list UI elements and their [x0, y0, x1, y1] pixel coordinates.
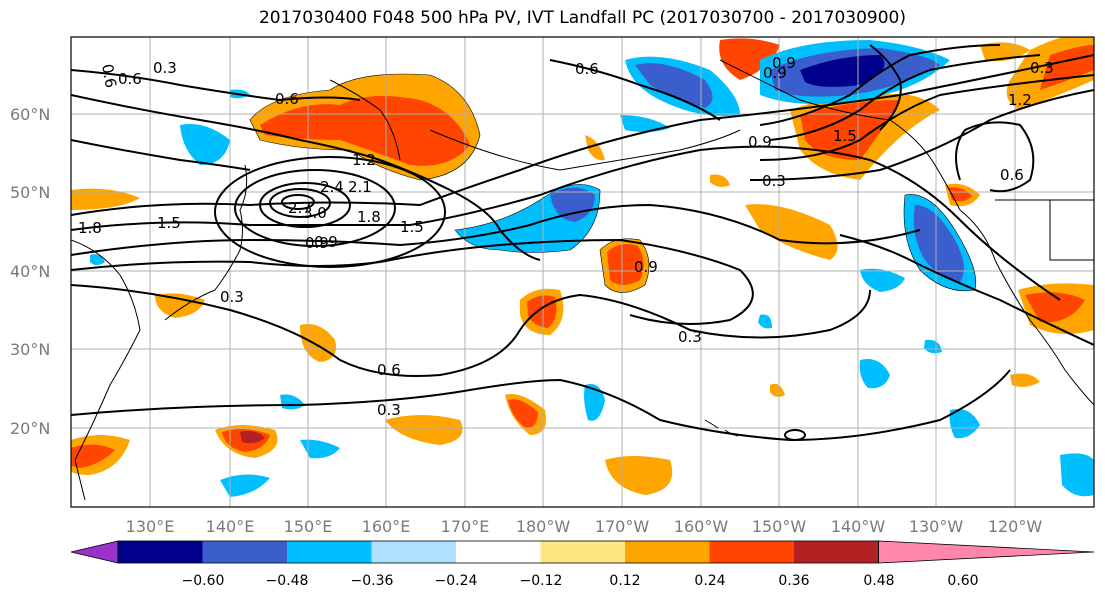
lon-label: 140°W [831, 517, 886, 536]
colorbar-segment [540, 541, 626, 563]
colorbar-segment [794, 541, 879, 563]
lon-label: 130°E [126, 517, 175, 536]
colorbar-tick-labels: −0.60 −0.48 −0.36 −0.24 −0.12 0.12 0.24 … [182, 573, 979, 589]
lat-label: 30°N [10, 340, 50, 359]
contour-label: 0.6 [118, 70, 142, 88]
lat-label: 60°N [10, 105, 50, 124]
contour-label: 1.5 [400, 218, 424, 236]
contour-label: 0.9 [772, 54, 796, 72]
lon-label: 150°E [284, 517, 333, 536]
coast-alaska [719, 59, 961, 211]
contour-label: 0.9 [748, 133, 772, 151]
map-title: 2017030400 F048 500 hPa PV, IVT Landfall… [258, 8, 906, 28]
contour-label: 0.3 [678, 328, 702, 346]
colorbar-segment [287, 541, 372, 563]
contour-label: 1.8 [78, 219, 102, 237]
colorbar-tick-label: 0.60 [947, 573, 978, 589]
lat-label: 50°N [10, 183, 50, 202]
colorbar-tick-label: −0.36 [351, 573, 394, 589]
lon-label: 170°W [595, 517, 650, 536]
lon-label: 130°W [909, 517, 964, 536]
contour-label: 0.6 [575, 60, 599, 78]
contour-label: 0.6 [275, 90, 299, 108]
lon-label: 170°E [441, 517, 490, 536]
contour-label: 0.6 [1000, 166, 1024, 184]
contour-label: 0.9 [763, 64, 787, 82]
colorbar-segment [709, 541, 795, 563]
shading-outlines [249, 73, 977, 293]
contour-label: 0.3 [377, 401, 401, 419]
contour-label: 3.0 [303, 204, 327, 222]
pv-contours [71, 44, 1094, 442]
contour-label: 2.1 [348, 178, 372, 196]
colorbar-segment [625, 541, 710, 563]
coast-asia [71, 239, 141, 501]
contour-label: 0.3 [153, 59, 177, 77]
lat-label: 20°N [10, 419, 50, 438]
lat-label-group: 60°N 50°N 40°N 30°N 20°N [10, 105, 50, 438]
colorbar-extension-low [70, 540, 119, 564]
contour-label: 1.5 [157, 214, 181, 232]
gridlines [71, 37, 1094, 507]
colorbar-tick-label: −0.60 [182, 573, 225, 589]
contour-label: 1.8 [357, 208, 381, 226]
lat-label: 40°N [10, 262, 50, 281]
colorbar-frame [117, 540, 879, 564]
coast-kamchatka [329, 79, 401, 161]
colorbar-tick-label: 0.36 [778, 573, 809, 589]
lon-label: 120°W [988, 517, 1043, 536]
colorbar-segment [118, 541, 203, 563]
lon-label: 160°E [362, 517, 411, 536]
contour-label: 0.9 [634, 258, 658, 276]
colorbar-tick-label: 0.48 [863, 573, 894, 589]
contour-label: 1.5 [833, 127, 857, 145]
colorbar-tick-label: 0.12 [609, 573, 640, 589]
lon-label-group: 130°E 140°E 150°E 160°E 170°E 180°W 170°… [126, 517, 1043, 536]
contour-label: 0.3 [1030, 59, 1054, 77]
colorbar-segment [371, 541, 457, 563]
colorbar-tick-label: −0.12 [520, 573, 563, 589]
contour-label: 1.2 [352, 151, 376, 169]
lon-label: 150°W [752, 517, 807, 536]
colorbar-segment [202, 541, 288, 563]
colorbar-tick-label: −0.24 [435, 573, 478, 589]
contour-label: 2.4 [320, 178, 344, 196]
contour-label: 0.6 [377, 361, 401, 379]
contour-label: 0.9 [314, 233, 338, 251]
lon-label: 180°W [516, 517, 571, 536]
coastlines [71, 59, 1094, 501]
contour-label: 0.9 [305, 234, 329, 252]
colorbar-tick-label: −0.48 [266, 573, 309, 589]
contour-label: 1.2 [1008, 91, 1032, 109]
map-frame [70, 36, 1095, 508]
colorbar-segment [456, 541, 541, 563]
contour-label: 0.6 [98, 63, 120, 90]
colorbar [70, 540, 1095, 564]
contour-label: 0.3 [762, 172, 786, 190]
contour-label-group: 0.6 0.3 0.6 1.2 2.4 2.1 1.8 1.5 0.9 2.7 … [78, 54, 1054, 419]
coast-aleutians [429, 129, 741, 171]
lon-label: 160°W [674, 517, 729, 536]
coast-na-west [959, 209, 1094, 406]
lon-label: 140°E [206, 517, 255, 536]
contour-label: 2.7 [288, 199, 312, 217]
colorbar-tick-label: 0.24 [694, 573, 725, 589]
contour-label: 0.3 [220, 288, 244, 306]
pos-anomaly-top [719, 38, 780, 80]
coast-japan [164, 164, 248, 321]
colorbar-extension-high [878, 540, 1095, 564]
